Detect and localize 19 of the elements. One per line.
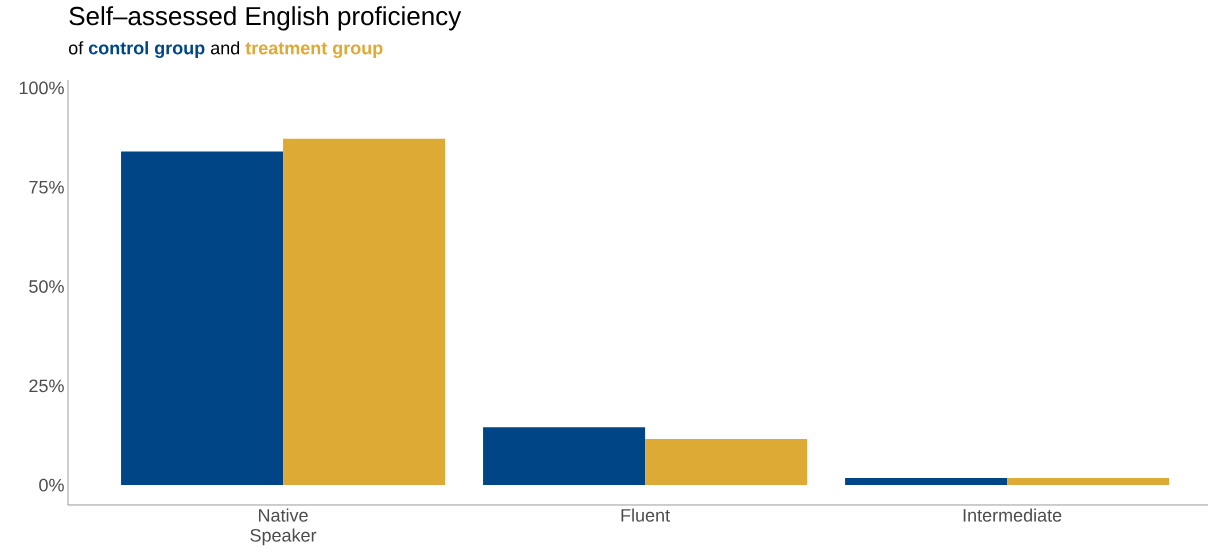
- bar: [121, 151, 284, 486]
- bar: [645, 439, 808, 486]
- text: treatment group: [245, 42, 383, 59]
- y-tick-label: 100%: [19, 81, 64, 95]
- y-tick-label: 0%: [39, 478, 64, 492]
- bar: [845, 477, 1008, 486]
- text: control group: [88, 41, 205, 59]
- x-tick-label: Intermediate: [963, 508, 1062, 522]
- bar: [283, 138, 446, 486]
- y-tick-label: 50%: [29, 280, 64, 293]
- bar: [483, 427, 646, 486]
- bar: [1007, 477, 1170, 486]
- text: and: [210, 41, 240, 55]
- y-tick-label: 75%: [29, 180, 64, 194]
- y-tick-label: 25%: [29, 379, 64, 393]
- chart-title: Self–assessed English proficiency: [69, 6, 462, 31]
- x-tick-label: Native Speaker: [250, 508, 317, 546]
- chart-subtitle: of: [68, 41, 84, 55]
- x-tick-label: Fluent: [621, 508, 670, 522]
